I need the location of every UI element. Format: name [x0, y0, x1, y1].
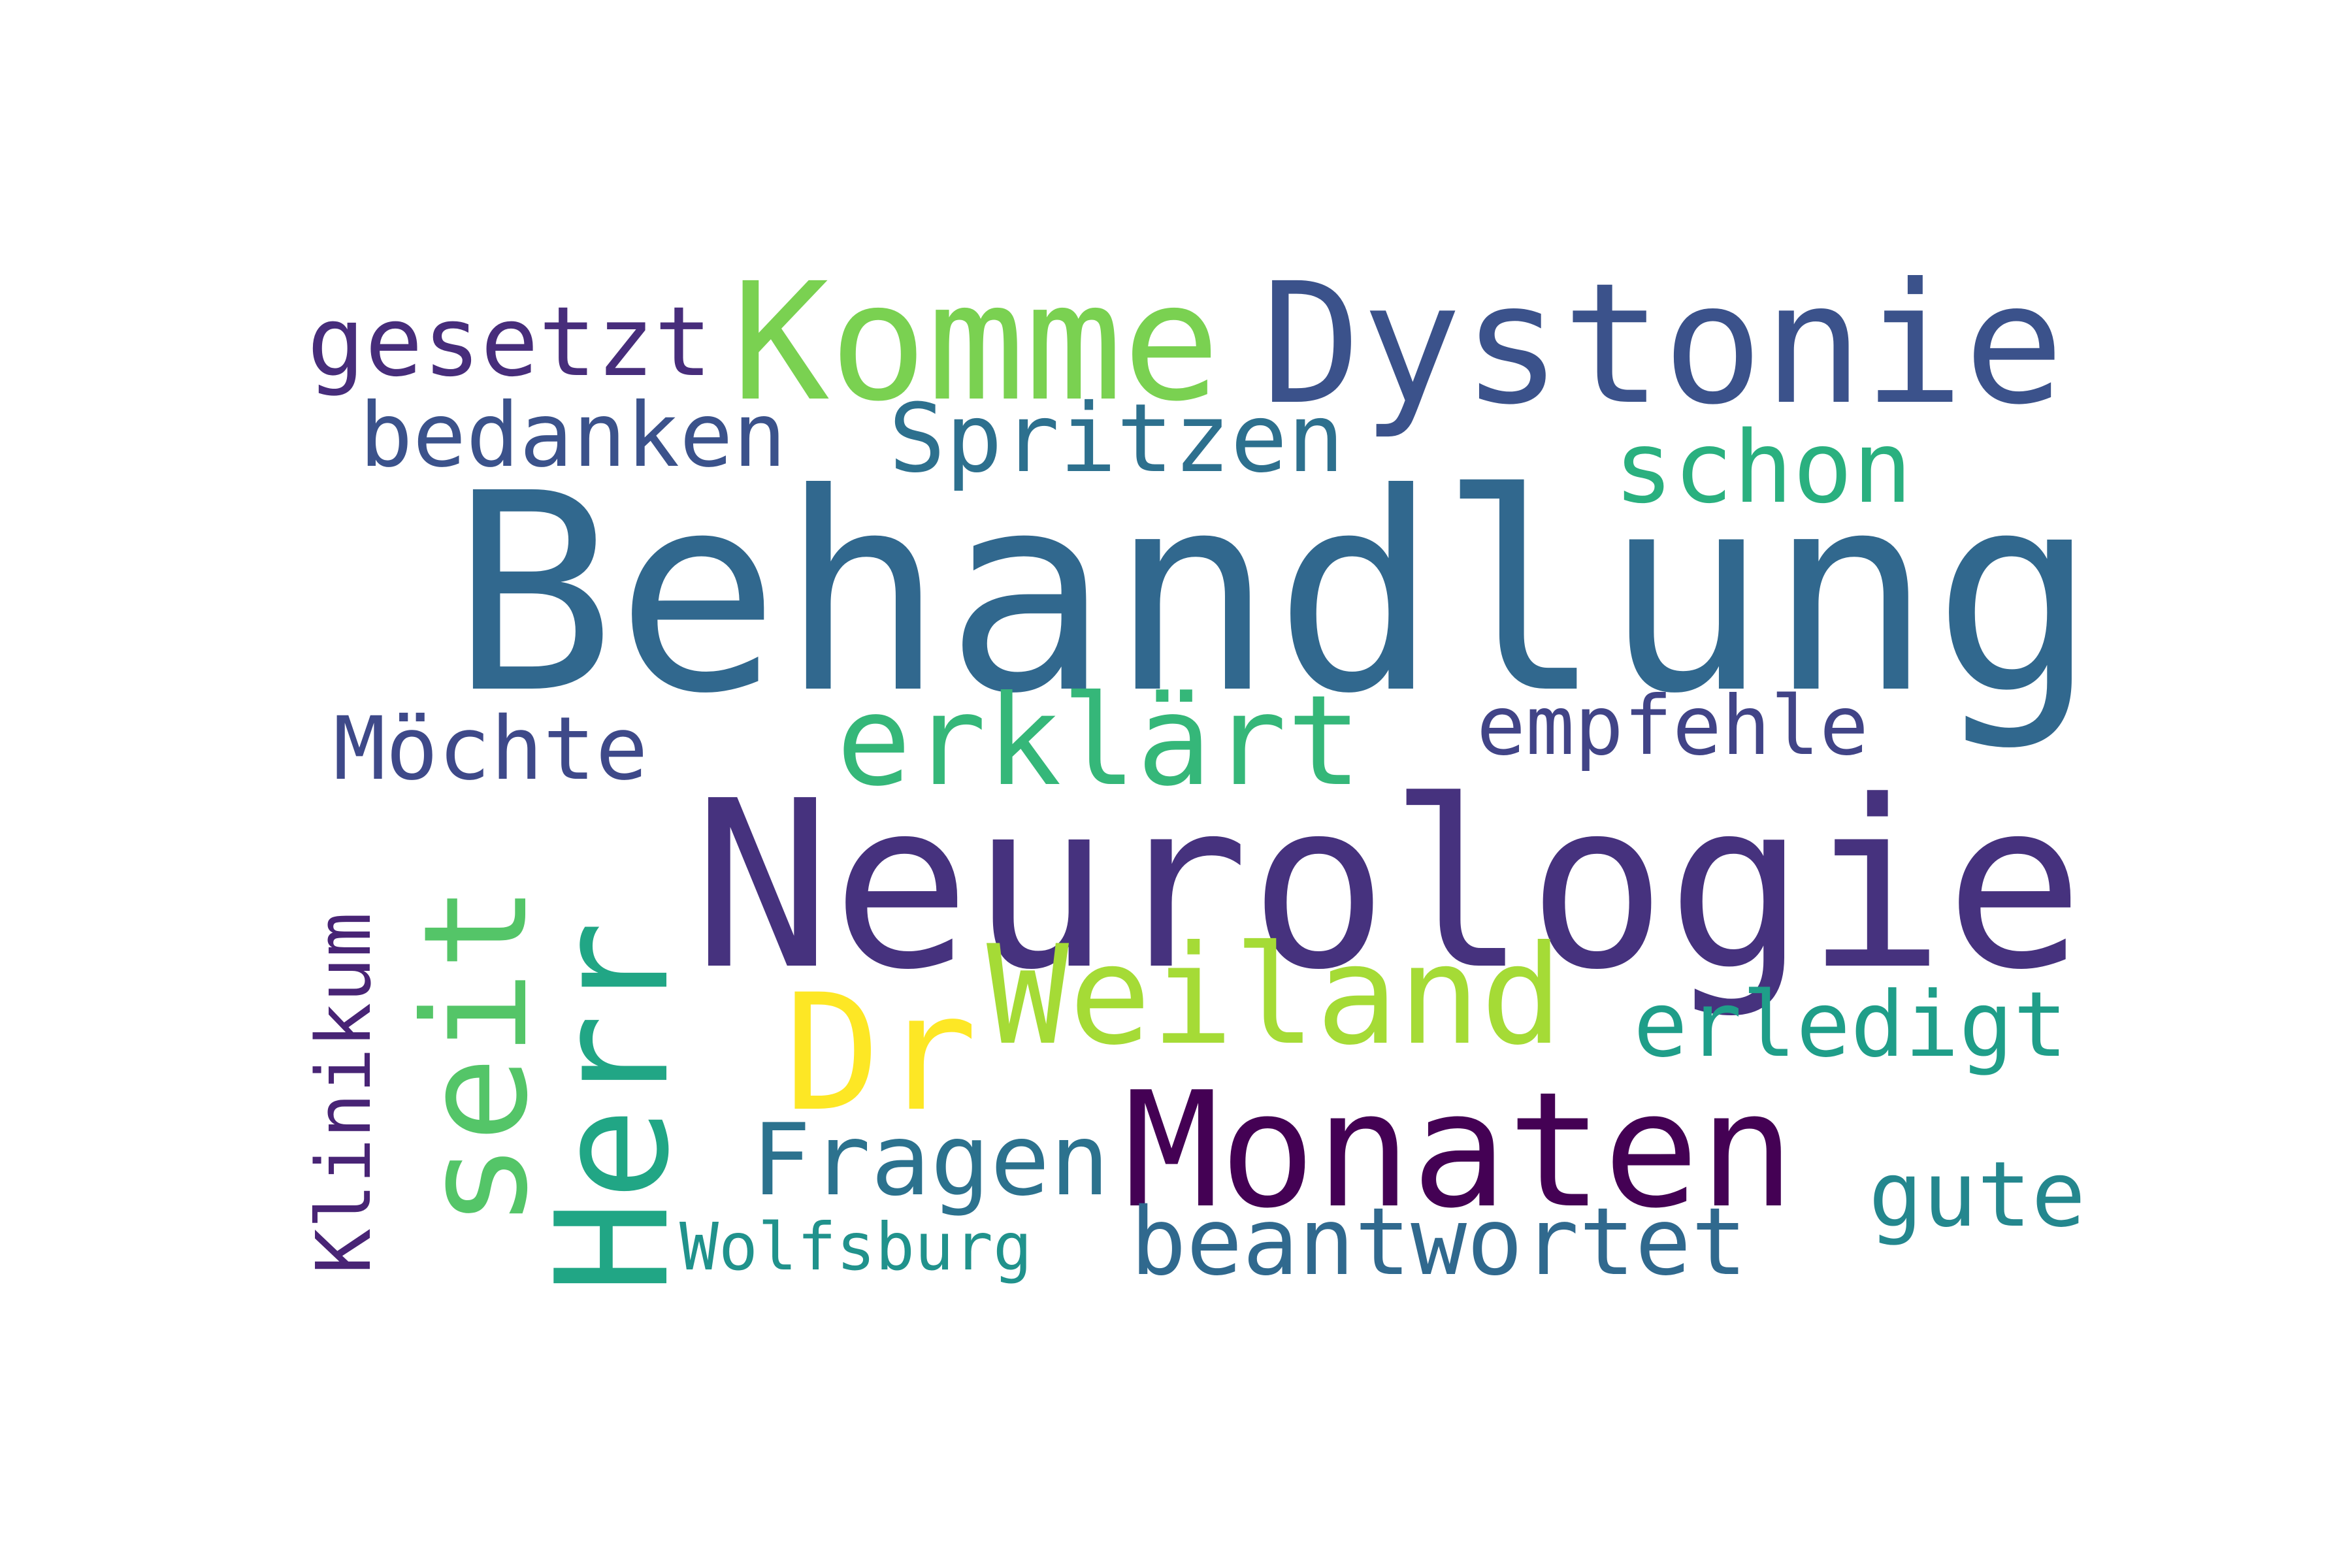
word-schon: schon [1614, 410, 1912, 525]
word-gute: gute [1869, 1142, 2086, 1247]
word-weiland: Weiland [987, 917, 1563, 1075]
word-klinikum: Klinikum [301, 912, 388, 1274]
word-komme: Komme [732, 248, 1220, 437]
word-dr: Dr [784, 960, 978, 1147]
word-herr: Herr [523, 921, 703, 1294]
word-neurologie: Neurologie [693, 752, 2084, 1021]
word-wolfsburg: Wolfsburg [679, 1209, 1032, 1285]
word-behandlung: Behandlung [451, 434, 2097, 753]
word-erklaert: erklärt [836, 669, 1362, 814]
word-monaten: Monaten [1124, 1058, 1795, 1243]
word-gesetzt: gesetzt [307, 286, 712, 398]
word-fragen: Fragen [751, 1102, 1110, 1218]
word-empfehle: empfehle [1477, 679, 1869, 774]
word-erledigt: erledigt [1633, 972, 2068, 1077]
word-beantwortet: beantwortet [1130, 1188, 1748, 1296]
word-dystonie: Dystonie [1261, 248, 2065, 442]
word-spritzen: Spritzen [889, 384, 1345, 494]
word-bedanken: bedanken [359, 384, 787, 487]
word-moechte: Möchte [333, 698, 648, 800]
